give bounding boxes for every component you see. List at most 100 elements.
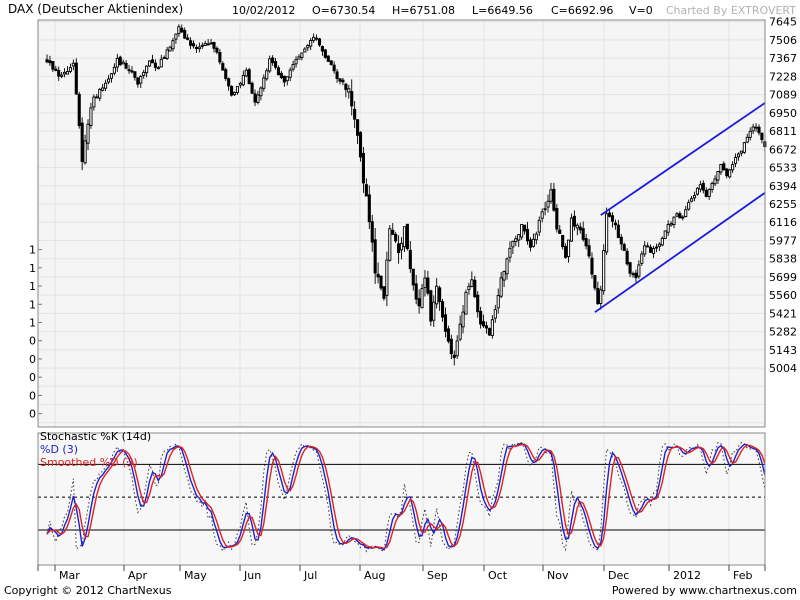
candle-body (341, 79, 345, 83)
date-axis-label: May (184, 569, 207, 582)
candle-body (373, 239, 377, 274)
quote-volume: V=0 (629, 4, 653, 17)
quote-date: 10/02/2012 (232, 4, 296, 17)
candle-body (649, 246, 653, 253)
price-tick-label: 5004 (769, 362, 797, 375)
left-axis-label: 1 (29, 298, 36, 311)
candle-body (382, 286, 386, 299)
candle-body (271, 57, 275, 64)
candle-body (329, 60, 333, 66)
candle-body (657, 243, 661, 247)
candle-body (610, 215, 615, 222)
candle-body (564, 246, 568, 258)
right-price-axis: 7645 7506 7367 7228 7089 6950 6811 6672 6533 6394… (769, 16, 797, 375)
candle-body (370, 221, 374, 243)
candle-body (558, 229, 562, 234)
candle-body (660, 237, 664, 246)
price-tick-label: 6394 (769, 180, 797, 193)
candle-body (546, 200, 550, 208)
left-axis: 1 1 1 1 1 0 0 0 0 0 (29, 244, 42, 421)
candle-body (136, 77, 140, 85)
date-axis-label: Nov (547, 569, 569, 582)
price-tick-label: 6255 (769, 198, 797, 211)
candle-body (177, 26, 181, 34)
candle-body (153, 62, 157, 68)
candle-body (646, 245, 650, 248)
candle-body (282, 75, 286, 83)
candle-body (262, 77, 266, 89)
candle-body (165, 49, 169, 59)
candle-body (695, 187, 700, 195)
candle-body (628, 262, 632, 274)
candle-body (98, 88, 102, 99)
candle-body (470, 279, 474, 288)
candle-body (106, 78, 111, 83)
candle-body (713, 178, 717, 185)
candlestick-series[interactable] (45, 24, 767, 366)
candle-body (303, 48, 307, 53)
candle-body (666, 224, 670, 233)
price-tick-label: 7645 (769, 16, 797, 29)
candle-body (171, 40, 175, 50)
candle-body (748, 130, 752, 138)
candle-body (654, 246, 658, 249)
candle-body (622, 244, 626, 251)
candle-body (397, 243, 401, 254)
candle-body (364, 184, 368, 197)
candle-body (320, 46, 324, 52)
candle-body (505, 258, 509, 275)
candle-body (162, 57, 166, 60)
candle-body (183, 30, 187, 39)
candle-body (63, 71, 67, 75)
candle-body (95, 96, 99, 99)
candle-body (675, 213, 679, 217)
candle-body (83, 140, 87, 164)
trend-channel-upper[interactable] (600, 102, 766, 216)
candle-body (531, 238, 535, 247)
price-tick-label: 7506 (769, 34, 797, 47)
date-axis-label: Apr (128, 569, 148, 582)
candle-body (669, 223, 673, 226)
candle-body (678, 213, 682, 219)
candle-body (89, 107, 93, 126)
candle-body (537, 219, 541, 233)
candle-body (77, 93, 81, 126)
candle-body (728, 169, 732, 178)
trend-channel-lower[interactable] (594, 192, 766, 313)
candle-body (54, 68, 58, 71)
candle-body (719, 163, 723, 173)
candle-body (147, 60, 152, 67)
candle-body (361, 152, 365, 184)
candle-body (455, 340, 459, 357)
candle-body (690, 198, 694, 202)
candle-body (130, 70, 134, 73)
price-tick-label: 7367 (769, 52, 797, 65)
candle-body (596, 288, 600, 305)
stochastic-d-label: %D (3) (40, 443, 79, 456)
candle-body (104, 82, 108, 89)
candle-body (637, 264, 641, 277)
candle-body (212, 41, 216, 49)
candle-body (414, 283, 418, 300)
date-axis-label: Jul (303, 569, 317, 582)
candle-body (174, 33, 178, 40)
candle-body (189, 40, 193, 46)
stochastic-series[interactable] (46, 441, 766, 553)
quote-open: O=6730.54 (312, 4, 376, 17)
main-panel-grid (38, 20, 765, 427)
candle-body (549, 189, 553, 202)
candle-body (710, 182, 714, 190)
candle-body (194, 46, 198, 50)
candle-body (326, 55, 330, 62)
date-axis-label: Dec (608, 569, 629, 582)
candle-body (760, 132, 764, 140)
candle-body (599, 289, 603, 304)
candle-body (523, 224, 527, 232)
candle-body (65, 70, 70, 75)
candle-body (616, 224, 620, 239)
candle-body (687, 202, 691, 210)
candle-body (625, 250, 629, 265)
candle-body (684, 209, 688, 217)
